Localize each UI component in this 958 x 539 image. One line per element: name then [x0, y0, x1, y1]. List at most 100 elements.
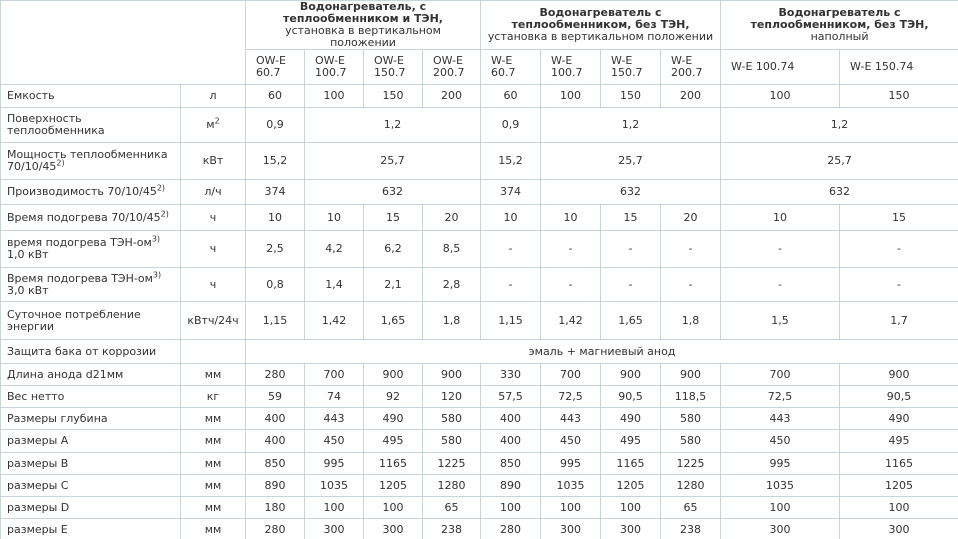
value-cell: 1280 [660, 474, 722, 497]
row-label: Время подогрева ТЭН-ом3) 3,0 кВт [0, 267, 181, 302]
row-label: размеры B [0, 452, 181, 475]
value-cell: 100 [363, 496, 423, 519]
group-header: Водонагреватель с теплообменником, без Т… [480, 0, 722, 50]
unit-cell: кВтч/24ч [180, 301, 246, 340]
value-cell: 900 [421, 363, 482, 386]
unit-text: ч [209, 242, 217, 255]
unit-cell: кг [180, 385, 246, 408]
value-cell: 2,5 [245, 230, 305, 268]
value-cell: 490 [600, 407, 662, 430]
unit-cell: мм [180, 518, 246, 539]
label-text: размеры B [7, 456, 69, 470]
model-name: W-E 200.7 [660, 49, 722, 85]
value-cell: 443 [720, 407, 841, 430]
value-cell: 450 [720, 429, 841, 453]
value-cell: - [480, 230, 542, 268]
unit-cell: мм [180, 452, 246, 475]
value-cell: 90,5 [600, 385, 662, 408]
unit-text: л/ч [204, 185, 222, 198]
model-row: OW-E 60.7 OW-E 100.7 OW-E 150.7 OW-E 200.7 W… [1, 49, 958, 85]
value-cell: 0,9 [245, 107, 305, 143]
value-cell: 1,2 [720, 107, 958, 143]
value-cell: 280 [245, 363, 305, 386]
data-row: Вес нетто кг 59 74 92 120 57,5 72,5 90,5 118,5 72,… [0, 385, 958, 408]
label-text: Защита бака от коррозии [7, 344, 157, 358]
unit-sup: 2 [214, 116, 220, 126]
value-cell: 6,2 [363, 230, 423, 268]
value-cell: 72,5 [540, 385, 602, 408]
unit-cell: ч [180, 230, 246, 268]
corner-cell [0, 0, 246, 85]
value-cell: 20 [660, 204, 722, 231]
value-cell: 150 [363, 84, 423, 108]
value-cell: 1,65 [600, 301, 662, 340]
value-cell: 374 [480, 179, 542, 205]
value-cell: 90,5 [839, 385, 958, 408]
data-row: Поверхность теплообменника м2 0,9 1,2 0,9 1,2… [0, 107, 958, 143]
row-label: Суточное потребление энергии [0, 301, 181, 340]
value-cell: 150 [839, 84, 958, 108]
row-label: размеры D [0, 496, 181, 519]
value-cell: 15 [600, 204, 662, 231]
value-cell: 10 [720, 204, 841, 231]
value-cell: 495 [600, 429, 662, 453]
value-cell: 450 [304, 429, 364, 453]
value-cell: 995 [720, 452, 841, 475]
value-cell: 995 [304, 452, 364, 475]
value-cell: 60 [480, 84, 542, 108]
unit-text: мм [204, 456, 222, 470]
value-cell: 57,5 [480, 385, 542, 408]
value-cell: 1280 [421, 474, 482, 497]
value-cell: 400 [245, 429, 305, 453]
data-row: Емкость л 60 100 150 200 60 100 150 200 100 150 [0, 84, 958, 108]
group-title: Водонагреватель с теплообменником, без Т… [750, 6, 929, 31]
unit-text: мм [204, 522, 222, 536]
value-cell: 1035 [304, 474, 364, 497]
label-footnote: 3) [151, 234, 161, 244]
value-cell: - [660, 267, 722, 302]
value-cell: 1225 [421, 452, 482, 475]
group-title: Водонагреватель с теплообменником, без Т… [511, 6, 690, 31]
model-name: OW-E 60.7 [245, 49, 305, 85]
value-cell: 900 [660, 363, 722, 386]
label-text: время подогрева ТЭН-ом [7, 236, 152, 249]
group-title: Водонагреватель, с теплообменником и ТЭН… [283, 0, 443, 25]
value-cell: 1,8 [421, 301, 482, 340]
label-text: 3,0 кВт [7, 283, 49, 297]
value-cell: - [480, 267, 542, 302]
value-cell: 995 [540, 452, 602, 475]
value-cell: 443 [540, 407, 602, 430]
label-text: размеры E [7, 522, 68, 536]
value-cell: 495 [839, 429, 958, 453]
unit-text: кВт [202, 154, 224, 167]
row-label: Поверхность теплообменника [0, 107, 181, 143]
value-cell: 632 [540, 179, 722, 205]
value-cell: 100 [540, 84, 602, 108]
label-footnote: 3) [152, 269, 162, 279]
group-header: Водонагреватель с теплообменником, без Т… [720, 0, 958, 50]
label-text: Время подогрева ТЭН-ом [7, 271, 153, 285]
value-cell: 1205 [363, 474, 423, 497]
value-cell: 92 [363, 385, 423, 408]
value-cell: 15,2 [245, 142, 305, 180]
row-label: Вес нетто [0, 385, 181, 408]
data-row: Мощность теплообменника 70/10/452) кВт 15,… [0, 142, 958, 180]
label-text: 1,0 кВт [7, 248, 49, 261]
unit-cell: мм [180, 407, 246, 430]
value-cell: 72,5 [720, 385, 841, 408]
value-cell: 238 [660, 518, 722, 539]
value-cell: 2,8 [421, 267, 482, 302]
data-row: Время подогрева 70/10/452) ч 10 10 15 20 10 10 1… [0, 204, 958, 231]
value-cell: - [839, 230, 958, 268]
value-cell: - [720, 267, 841, 302]
row-label: размеры A [0, 429, 181, 453]
label-text: размеры A [7, 434, 69, 447]
unit-text: м [206, 118, 215, 131]
model-name: OW-E 150.7 [363, 49, 423, 85]
value-cell: 100 [720, 496, 841, 519]
label-text: размеры C [7, 478, 69, 492]
value-cell: 632 [720, 179, 958, 205]
data-row: Производимость 70/10/452) л/ч 374 632 374 632… [0, 179, 958, 205]
